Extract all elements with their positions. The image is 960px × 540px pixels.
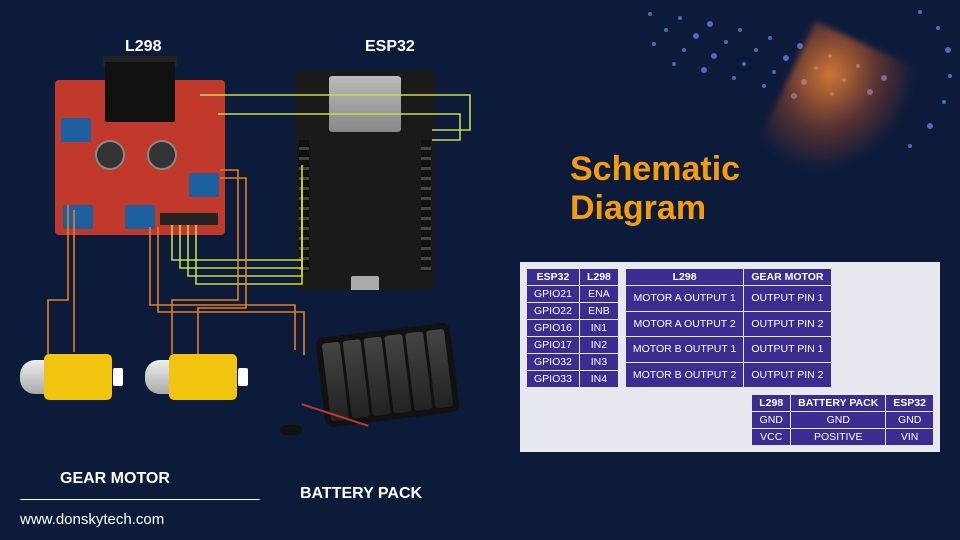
divider: [20, 499, 260, 500]
l298-module: [55, 80, 225, 235]
battery-pack: [315, 322, 460, 428]
l298-gear-table: L298GEAR MOTORMOTOR A OUTPUT 1OUTPUT PIN…: [625, 268, 832, 388]
page-title: Schematic Diagram: [570, 150, 740, 228]
esp32-l298-table: ESP32L298GPIO21ENAGPIO22ENBGPIO16IN1GPIO…: [526, 268, 619, 388]
gear-motor-1: [20, 350, 115, 410]
esp32-label: ESP32: [365, 38, 415, 56]
gear-motor-2: [145, 350, 240, 410]
power-table: L298BATTERY PACKESP32GNDGNDGNDVCCPOSITIV…: [751, 394, 934, 446]
esp32-module: [295, 70, 435, 290]
website-url: www.donskytech.com: [20, 511, 164, 528]
battery-pack-label: BATTERY PACK: [300, 485, 422, 503]
battery-jack: [280, 425, 302, 435]
gear-motor-label: GEAR MOTOR: [60, 470, 170, 488]
l298-label: L298: [125, 38, 161, 56]
pin-mapping-tables: ESP32L298GPIO21ENAGPIO22ENBGPIO16IN1GPIO…: [520, 262, 940, 452]
